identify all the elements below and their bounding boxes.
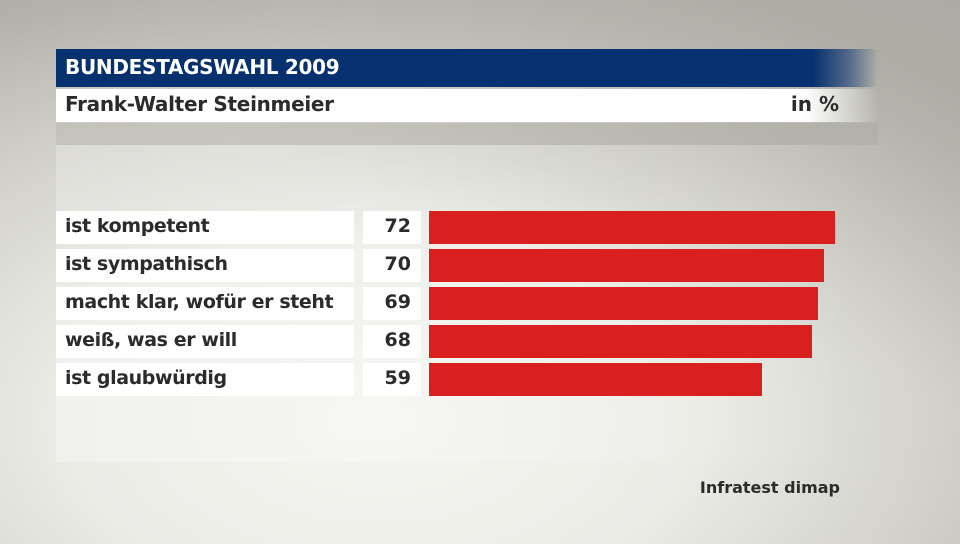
category-label-box: weiß, was er will bbox=[56, 325, 354, 358]
category-label: ist glaubwürdig bbox=[65, 367, 227, 389]
category-label: ist kompetent bbox=[65, 215, 210, 237]
value-label-box: 70 bbox=[363, 249, 421, 282]
source-label: Infratest dimap bbox=[699, 478, 840, 497]
bar bbox=[429, 325, 812, 358]
header-bar bbox=[56, 49, 878, 87]
value-label-box: 59 bbox=[363, 363, 421, 396]
bar bbox=[429, 211, 835, 244]
category-label: ist sympathisch bbox=[65, 253, 228, 275]
subtitle-bar bbox=[56, 89, 878, 122]
category-label-box: macht klar, wofür er steht bbox=[56, 287, 354, 320]
chart-row: macht klar, wofür er steht 69 bbox=[0, 287, 960, 320]
category-label-box: ist kompetent bbox=[56, 211, 354, 244]
chart-row: ist sympathisch 70 bbox=[0, 249, 960, 282]
chart-row: weiß, was er will 68 bbox=[0, 325, 960, 358]
value-label-box: 69 bbox=[363, 287, 421, 320]
chart-row: ist kompetent 72 bbox=[0, 211, 960, 244]
value-label: 69 bbox=[384, 291, 411, 313]
value-label-box: 72 bbox=[363, 211, 421, 244]
chart-subtitle: Frank-Walter Steinmeier bbox=[65, 92, 334, 116]
value-label: 72 bbox=[384, 215, 411, 237]
category-label: weiß, was er will bbox=[65, 329, 237, 351]
chart-title: BUNDESTAGSWAHL 2009 bbox=[65, 55, 340, 79]
value-label-box: 68 bbox=[363, 325, 421, 358]
category-label-box: ist sympathisch bbox=[56, 249, 354, 282]
value-label: 70 bbox=[384, 253, 411, 275]
category-label: macht klar, wofür er steht bbox=[65, 291, 334, 313]
bar bbox=[429, 249, 824, 282]
category-label-box: ist glaubwürdig bbox=[56, 363, 354, 396]
value-label: 68 bbox=[384, 329, 411, 351]
value-label: 59 bbox=[384, 367, 411, 389]
unit-label: in % bbox=[790, 92, 839, 116]
panel-strip bbox=[56, 123, 878, 145]
bar bbox=[429, 363, 762, 396]
bar bbox=[429, 287, 818, 320]
chart-row: ist glaubwürdig 59 bbox=[0, 363, 960, 396]
